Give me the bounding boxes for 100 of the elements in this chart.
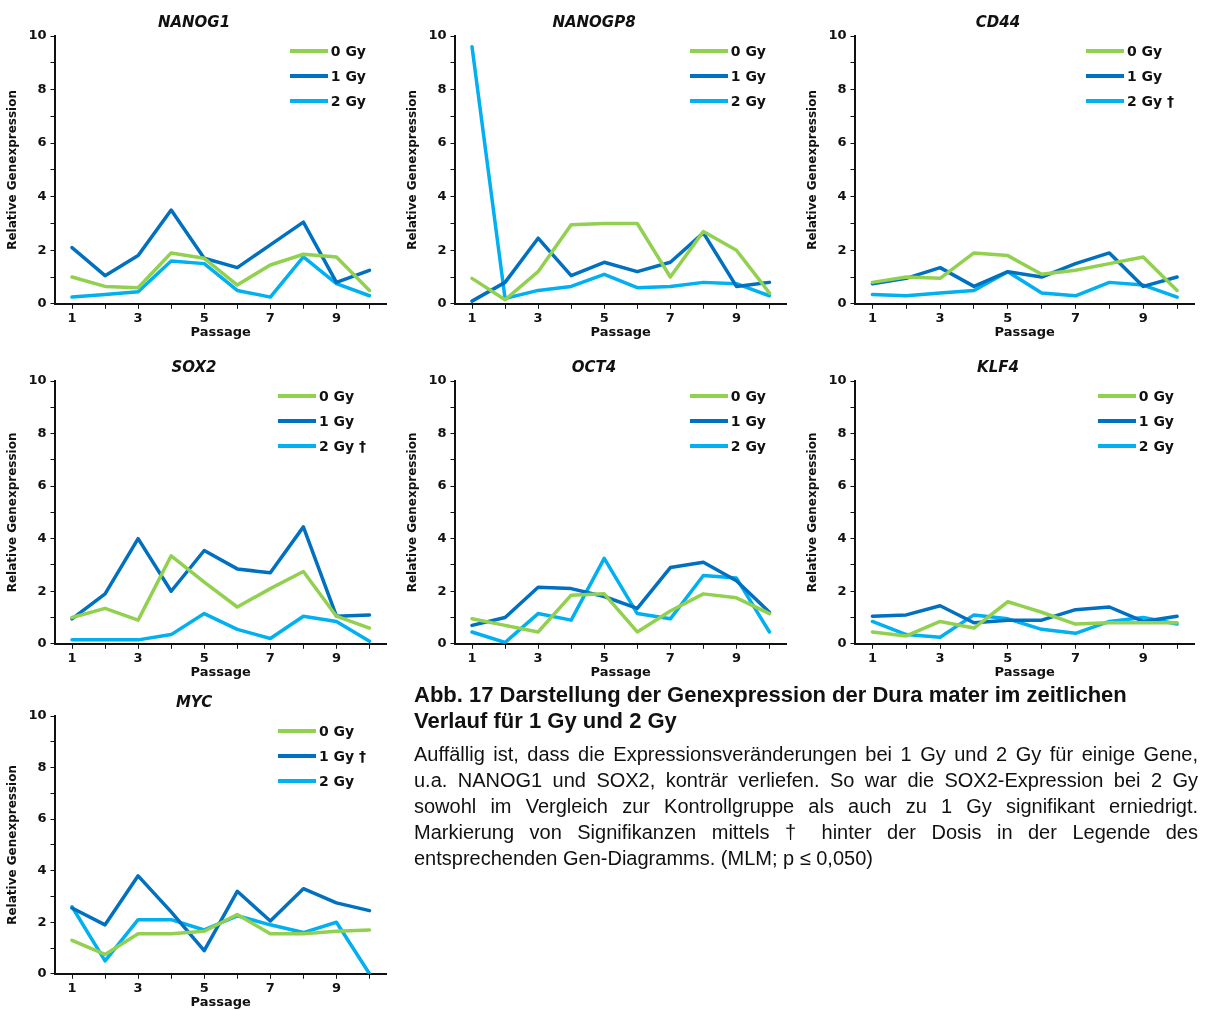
x-tick-label: 1 <box>867 649 877 665</box>
x-tick-label: 3 <box>533 309 543 325</box>
legend-label: 2 Gy <box>318 772 355 789</box>
chart-title: MYC <box>175 692 213 711</box>
y-tick-label: 10 <box>428 372 447 388</box>
chart-title: SOX2 <box>171 357 217 376</box>
y-tick-label: 2 <box>37 582 47 598</box>
x-tick-label: 3 <box>533 649 543 665</box>
y-tick-label: 0 <box>37 635 47 651</box>
x-tick-label: 9 <box>331 309 341 325</box>
x-tick-label: 5 <box>1003 649 1013 665</box>
y-tick-label: 4 <box>437 188 447 204</box>
y-tick-label: 4 <box>837 188 847 204</box>
x-tick-label: 3 <box>133 309 143 325</box>
legend-label: 0 Gy <box>1126 42 1163 59</box>
y-tick-label: 0 <box>37 965 47 981</box>
x-tick-label: 1 <box>67 309 77 325</box>
y-tick-label: 6 <box>437 134 447 150</box>
legend-label: 2 Gy † <box>318 437 366 454</box>
x-axis-title: Passage <box>994 663 1056 679</box>
x-tick-label: 7 <box>665 309 675 325</box>
x-tick-label: 1 <box>867 309 877 325</box>
x-tick-label: 9 <box>731 649 741 665</box>
y-axis-title: Relative Genexpression <box>405 432 420 593</box>
x-tick-label: 9 <box>1138 309 1148 325</box>
legend-label: 2 Gy <box>330 92 366 109</box>
x-tick-label: 1 <box>467 649 477 665</box>
legend-label: 0 Gy <box>318 387 355 404</box>
y-tick-label: 2 <box>437 241 447 257</box>
y-tick-label: 8 <box>37 424 47 440</box>
y-tick-label: 10 <box>428 27 447 43</box>
y-tick-label: 2 <box>837 582 847 598</box>
x-axis-title: Passage <box>190 993 252 1009</box>
y-tick-label: 10 <box>28 707 47 723</box>
y-axis-title: Relative Genexpression <box>5 432 20 593</box>
chart-title: KLF4 <box>977 357 1019 376</box>
legend-label: 2 Gy <box>730 92 766 109</box>
y-axis-title: Relative Genexpression <box>805 432 820 593</box>
x-tick-label: 1 <box>67 649 77 665</box>
x-tick-label: 1 <box>467 309 477 325</box>
x-tick-label: 3 <box>133 979 143 995</box>
y-tick-label: 4 <box>37 188 47 204</box>
y-tick-label: 6 <box>837 477 847 493</box>
y-axis-title: Relative Genexpression <box>5 89 20 250</box>
legend-label: 1 Gy † <box>318 747 366 764</box>
y-tick-label: 8 <box>437 424 447 440</box>
y-tick-label: 6 <box>37 810 47 826</box>
x-tick-label: 9 <box>331 649 341 665</box>
chart-title: NANOG1 <box>157 12 231 31</box>
x-tick-label: 5 <box>199 649 209 665</box>
legend-label: 2 Gy † <box>1126 92 1174 109</box>
legend-label: 0 Gy <box>330 42 366 59</box>
legend-label: 1 Gy <box>730 412 766 429</box>
y-tick-label: 10 <box>28 27 47 43</box>
y-axis-title: Relative Genexpression <box>805 89 820 250</box>
text: Abb. 17 Darstellung der Genexpression der Dura mater im zeitlichen Verlauf für 1 Gy und 2 Gy <box>414 682 1128 735</box>
x-tick-label: 7 <box>1071 309 1081 325</box>
x-tick-label: 7 <box>665 649 675 665</box>
x-tick-label: 7 <box>1071 649 1081 665</box>
x-tick-label: 5 <box>599 649 609 665</box>
chart-title: OCT4 <box>571 357 617 376</box>
y-tick-label: 4 <box>437 530 447 546</box>
x-tick-label: 3 <box>935 649 945 665</box>
legend-label: 2 Gy <box>1138 437 1174 454</box>
legend-label: 1 Gy <box>1138 412 1174 429</box>
x-tick-label: 9 <box>1138 649 1148 665</box>
y-tick-label: 6 <box>437 477 447 493</box>
y-tick-label: 0 <box>37 295 47 311</box>
y-tick-label: 10 <box>28 372 47 388</box>
x-axis-title: Passage <box>590 323 652 339</box>
y-tick-label: 2 <box>37 913 47 929</box>
x-tick-label: 7 <box>265 649 275 665</box>
x-tick-label: 9 <box>731 309 741 325</box>
y-tick-label: 8 <box>437 80 447 96</box>
x-tick-label: 7 <box>265 309 275 325</box>
y-tick-label: 4 <box>37 862 47 878</box>
x-tick-label: 5 <box>1003 309 1013 325</box>
legend-label: 0 Gy <box>318 722 355 739</box>
legend-label: 1 Gy <box>330 67 366 84</box>
x-axis-title: Passage <box>190 323 252 339</box>
legend-label: 1 Gy <box>1126 67 1163 84</box>
legend-label: 1 Gy <box>318 412 355 429</box>
y-axis-title: Relative Genexpression <box>405 89 420 250</box>
y-tick-label: 10 <box>828 372 847 388</box>
x-tick-label: 3 <box>133 649 143 665</box>
y-tick-label: 4 <box>37 530 47 546</box>
x-tick-label: 3 <box>935 309 945 325</box>
y-tick-label: 8 <box>37 758 47 774</box>
y-tick-label: 0 <box>837 295 847 311</box>
legend-label: 2 Gy <box>730 437 766 454</box>
y-tick-label: 6 <box>37 477 47 493</box>
x-tick-label: 5 <box>199 979 209 995</box>
y-tick-label: 2 <box>437 582 447 598</box>
y-tick-label: 2 <box>837 241 847 257</box>
x-tick-label: 1 <box>67 979 77 995</box>
legend-label: 1 Gy <box>730 67 766 84</box>
y-tick-label: 6 <box>837 134 847 150</box>
legend-label: 0 Gy <box>730 42 766 59</box>
x-axis-title: Passage <box>590 663 652 679</box>
y-axis-title: Relative Genexpression <box>5 764 20 925</box>
